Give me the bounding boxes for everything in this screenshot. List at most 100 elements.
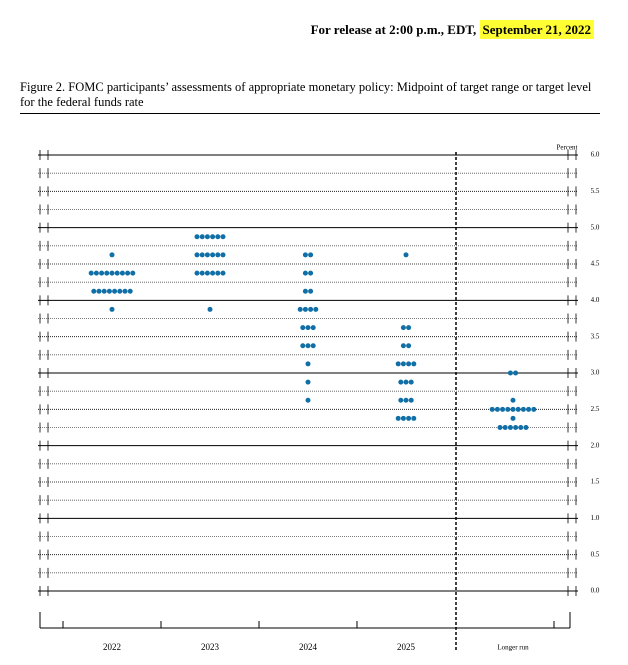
dot (305, 397, 311, 403)
dot (302, 252, 308, 258)
y-tick-label: 4.0 (591, 296, 600, 304)
dot (507, 425, 513, 430)
dot (122, 288, 128, 294)
dot (215, 234, 221, 240)
dot (497, 425, 503, 430)
y-tick-label: 5.0 (591, 223, 600, 231)
dot (531, 406, 537, 412)
dot (302, 270, 308, 276)
release-date: September 21, 2022 (479, 20, 594, 39)
x-tick-label: Longer run (497, 644, 529, 652)
dot (403, 252, 409, 258)
dot (308, 252, 314, 258)
dot (91, 288, 97, 294)
dot (403, 379, 409, 385)
figure-caption: Figure 2. FOMC participants’ assessments… (20, 80, 600, 114)
dot (395, 415, 401, 421)
dot (109, 252, 115, 258)
dot (313, 306, 319, 312)
dot (408, 379, 414, 385)
dot (88, 270, 94, 276)
dot (204, 270, 210, 276)
dot (199, 270, 205, 276)
dot (310, 325, 316, 331)
dot (106, 288, 112, 294)
dot (207, 306, 213, 312)
dot (400, 361, 406, 367)
dot (199, 234, 205, 240)
dot (130, 270, 136, 276)
dot (305, 343, 311, 349)
dot (395, 361, 401, 367)
dot (510, 415, 516, 421)
dot (300, 325, 306, 331)
dot (99, 270, 105, 276)
dot (125, 270, 131, 276)
dot (305, 361, 311, 367)
dot (408, 397, 414, 403)
dot (510, 406, 516, 412)
y-tick-label: 4.5 (591, 260, 600, 268)
dot (119, 270, 125, 276)
dot (526, 406, 532, 412)
dot (308, 306, 314, 312)
dot (411, 415, 417, 421)
dot (398, 379, 404, 385)
dot (406, 343, 412, 349)
y-label: Percent (557, 144, 578, 152)
dot (494, 406, 500, 412)
dot (400, 325, 406, 331)
dot (310, 343, 316, 349)
y-tick-label: 2.0 (591, 441, 600, 449)
dot (109, 270, 115, 276)
dot (513, 425, 519, 430)
release-text: For release at 2:00 p.m., EDT, (310, 22, 477, 37)
dot (513, 370, 519, 376)
dot (215, 252, 221, 258)
dot (302, 306, 308, 312)
dot (112, 288, 118, 294)
dot (403, 397, 409, 403)
y-tick-label: 5.5 (591, 187, 600, 195)
dot (411, 361, 417, 367)
dot (127, 288, 133, 294)
dot (104, 270, 110, 276)
dot (204, 252, 210, 258)
dot (101, 288, 107, 294)
dot (194, 234, 200, 240)
dot (406, 415, 412, 421)
dot (220, 252, 226, 258)
dot (505, 406, 511, 412)
dot (507, 370, 513, 376)
y-tick-label: 1.5 (591, 478, 600, 486)
dot (210, 252, 216, 258)
dot (502, 425, 508, 430)
dot (523, 425, 529, 430)
dot (194, 270, 200, 276)
dot (194, 252, 200, 258)
x-tick-label: 2023 (201, 642, 220, 652)
x-tick-label: 2022 (103, 642, 121, 652)
release-header: For release at 2:00 p.m., EDT, September… (310, 20, 594, 39)
y-tick-label: 6.0 (591, 151, 600, 159)
dot (400, 343, 406, 349)
dot (199, 252, 205, 258)
dot (406, 325, 412, 331)
dot (489, 406, 495, 412)
dot (406, 361, 412, 367)
dot (117, 288, 123, 294)
dot (297, 306, 303, 312)
dot (305, 325, 311, 331)
dot (518, 425, 524, 430)
y-tick-label: 0.0 (591, 587, 600, 595)
x-tick-label: 2025 (397, 642, 416, 652)
dot (215, 270, 221, 276)
y-tick-label: 1.0 (591, 514, 600, 522)
dot (210, 270, 216, 276)
dot (96, 288, 102, 294)
y-tick-label: 3.0 (591, 369, 600, 377)
dot (220, 234, 226, 240)
dot (520, 406, 526, 412)
